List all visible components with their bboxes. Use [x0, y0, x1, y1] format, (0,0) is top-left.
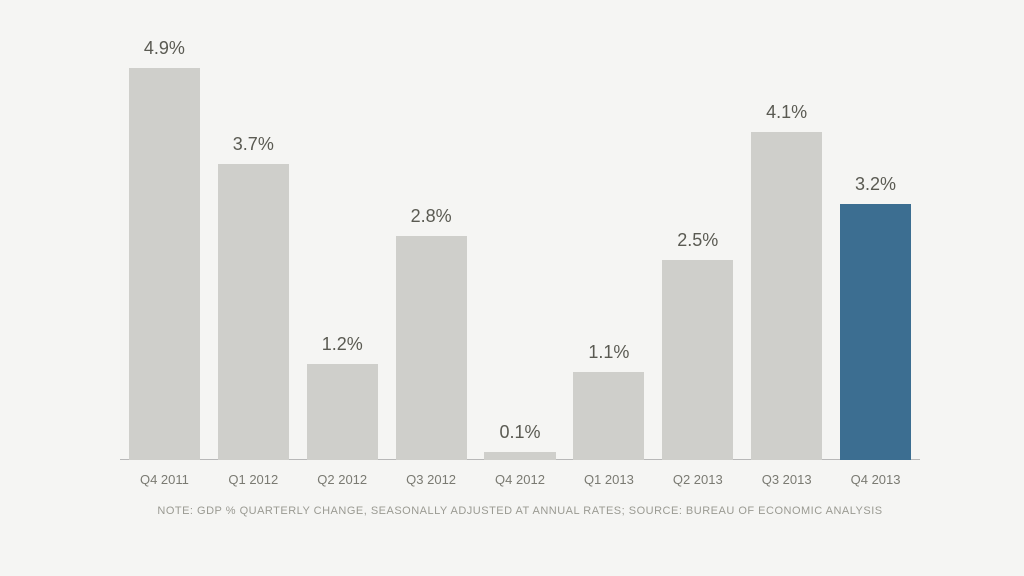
gdp-bar-chart: 4.9%Q4 20113.7%Q1 20121.2%Q2 20122.8%Q3 … [120, 60, 920, 460]
x-axis-label: Q2 2013 [662, 472, 733, 487]
bar-value-label: 0.1% [484, 422, 555, 443]
x-axis-label: Q4 2011 [129, 472, 200, 487]
chart-footnote: NOTE: GDP % QUARTERLY CHANGE, SEASONALLY… [120, 505, 920, 517]
bar-q4-2013: 3.2% [840, 204, 911, 460]
x-axis-label: Q3 2012 [396, 472, 467, 487]
bar-q3-2013: 4.1% [751, 132, 822, 460]
bar-value-label: 1.2% [307, 334, 378, 355]
bar-value-label: 4.9% [129, 38, 200, 59]
x-axis-label: Q4 2012 [484, 472, 555, 487]
x-axis-label: Q3 2013 [751, 472, 822, 487]
bar-value-label: 3.7% [218, 134, 289, 155]
bar-value-label: 3.2% [840, 174, 911, 195]
bar-q1-2013: 1.1% [573, 372, 644, 460]
x-axis-label: Q2 2012 [307, 472, 378, 487]
bar-q4-2011: 4.9% [129, 68, 200, 460]
bar-value-label: 4.1% [751, 102, 822, 123]
x-axis-label: Q1 2013 [573, 472, 644, 487]
bar-value-label: 1.1% [573, 342, 644, 363]
bar-q2-2013: 2.5% [662, 260, 733, 460]
bar-q4-2012: 0.1% [484, 452, 555, 460]
bar-q2-2012: 1.2% [307, 364, 378, 460]
bar-value-label: 2.5% [662, 230, 733, 251]
bar-q1-2012: 3.7% [218, 164, 289, 460]
x-axis-label: Q1 2012 [218, 472, 289, 487]
x-axis-label: Q4 2013 [840, 472, 911, 487]
bar-q3-2012: 2.8% [396, 236, 467, 460]
bar-value-label: 2.8% [396, 206, 467, 227]
